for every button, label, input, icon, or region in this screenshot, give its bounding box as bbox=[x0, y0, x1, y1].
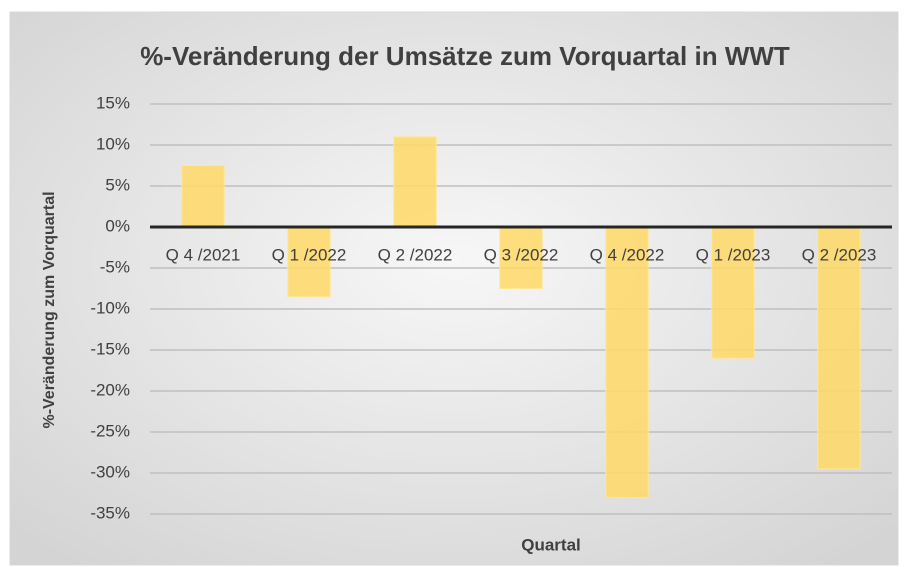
bar bbox=[393, 136, 437, 228]
chart-title: %-Veränderung der Umsätze zum Vorquartal… bbox=[140, 41, 790, 71]
y-tick-label: -10% bbox=[90, 298, 130, 317]
y-tick-label: 5% bbox=[105, 175, 130, 194]
bar bbox=[605, 226, 649, 499]
x-tick-label: Q 3 /2022 bbox=[484, 245, 559, 264]
y-axis-label: %-Veränderung zum Vorquartal bbox=[41, 191, 58, 428]
y-tick-label: -30% bbox=[90, 462, 130, 481]
y-tick-label: -15% bbox=[90, 339, 130, 358]
x-tick-label: Q 1 /2022 bbox=[272, 245, 347, 264]
bar bbox=[711, 226, 755, 359]
bar bbox=[287, 226, 331, 298]
x-tick-label: Q 2 /2022 bbox=[378, 245, 453, 264]
x-tick-label: Q 1 /2023 bbox=[696, 245, 771, 264]
y-tick-label: -25% bbox=[90, 421, 130, 440]
y-tick-label: 10% bbox=[96, 134, 130, 153]
bar bbox=[817, 226, 861, 470]
chart-background bbox=[9, 11, 899, 566]
bar bbox=[181, 165, 225, 228]
x-tick-label: Q 4 /2021 bbox=[166, 245, 241, 264]
x-tick-label: Q 4 /2022 bbox=[590, 245, 665, 264]
bar bbox=[499, 226, 543, 289]
y-tick-label: -35% bbox=[90, 503, 130, 522]
y-tick-label: -5% bbox=[100, 257, 130, 276]
y-tick-label: 0% bbox=[105, 216, 130, 235]
x-axis-label: Quartal bbox=[521, 535, 581, 554]
y-tick-label: 15% bbox=[96, 93, 130, 112]
x-tick-label: Q 2 /2023 bbox=[802, 245, 877, 264]
y-tick-label: -20% bbox=[90, 380, 130, 399]
